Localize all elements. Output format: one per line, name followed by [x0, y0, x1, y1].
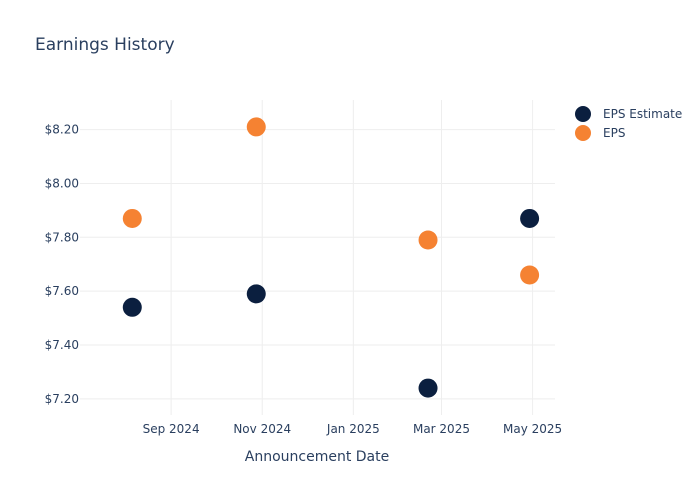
x-axis-labels: Sep 2024 Nov 2024 Jan 2025 Mar 2025 May 2025	[143, 422, 563, 436]
eps-point[interactable]	[122, 208, 142, 228]
eps-point[interactable]	[418, 230, 438, 250]
x-tick-label: Sep 2024	[143, 422, 200, 436]
legend-label-eps[interactable]: EPS	[603, 126, 625, 140]
legend: EPS Estimate EPS	[575, 106, 682, 141]
data-points	[122, 117, 540, 398]
eps-point[interactable]	[520, 265, 540, 285]
eps-estimate-point[interactable]	[520, 208, 540, 228]
eps-point[interactable]	[246, 117, 266, 137]
eps-estimate-point[interactable]	[122, 297, 142, 317]
eps-estimate-point[interactable]	[246, 284, 266, 304]
y-tick-label: $7.80	[45, 230, 79, 244]
x-axis-title: Announcement Date	[245, 449, 389, 465]
x-tick-label: Mar 2025	[413, 422, 470, 436]
y-tick-label: $7.40	[45, 338, 79, 352]
y-axis-labels: $7.20 $7.40 $7.60 $7.80 $8.00 $8.20	[45, 123, 79, 406]
legend-marker-eps-estimate[interactable]	[575, 106, 591, 122]
chart-title: Earnings History	[35, 35, 175, 55]
y-tick-label: $7.20	[45, 392, 79, 406]
legend-label-eps-estimate[interactable]: EPS Estimate	[603, 107, 682, 121]
y-tick-label: $8.00	[45, 176, 79, 190]
gridlines	[80, 100, 555, 415]
eps-estimate-point[interactable]	[418, 378, 438, 398]
y-tick-label: $8.20	[45, 123, 79, 137]
x-tick-label: May 2025	[503, 422, 562, 436]
y-tick-label: $7.60	[45, 284, 79, 298]
x-tick-label: Jan 2025	[326, 422, 380, 436]
x-tick-label: Nov 2024	[233, 422, 291, 436]
legend-marker-eps[interactable]	[575, 125, 591, 141]
